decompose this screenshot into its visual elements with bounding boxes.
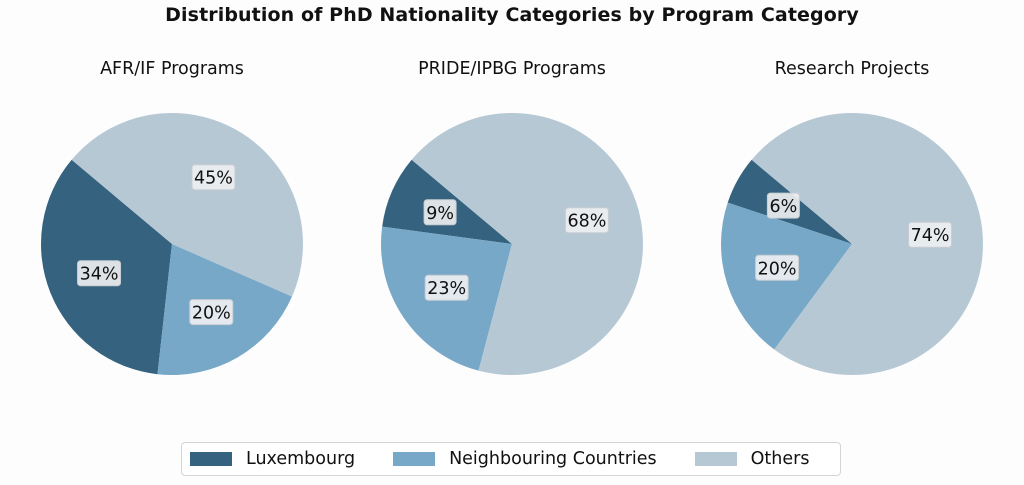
pct-label-pride-ipbg-programs-others: 68% bbox=[567, 212, 606, 232]
pie-slice-pride-ipbg-programs-others bbox=[411, 113, 643, 376]
legend-label-others: Others bbox=[750, 449, 810, 469]
pie-title-afr-if-programs: AFR/IF Programs bbox=[100, 59, 244, 79]
pct-label-box-afr-if-programs-luxembourg bbox=[77, 260, 122, 287]
pie-title-pride-ipbg-programs: PRIDE/IPBG Programs bbox=[418, 59, 606, 79]
pct-label-afr-if-programs-luxembourg: 34% bbox=[80, 265, 119, 285]
pct-label-research-projects-luxembourg: 6% bbox=[770, 197, 798, 217]
pie-slice-afr-if-programs-others bbox=[71, 113, 303, 297]
pct-label-pride-ipbg-programs-neighbouring-countries: 23% bbox=[427, 279, 466, 299]
legend-label-neighbouring-countries: Neighbouring Countries bbox=[449, 449, 657, 469]
pct-label-pride-ipbg-programs-luxembourg: 9% bbox=[426, 204, 454, 224]
chart-title: Distribution of PhD Nationality Categori… bbox=[165, 4, 859, 26]
legend-item-luxembourg: Luxembourg bbox=[190, 449, 355, 469]
pie-slice-research-projects-others bbox=[751, 113, 983, 376]
legend: Luxembourg Neighbouring Countries Others bbox=[181, 442, 841, 476]
pct-label-box-afr-if-programs-others bbox=[191, 164, 236, 191]
pct-label-box-afr-if-programs-neighbouring-countries bbox=[189, 299, 234, 326]
pct-label-box-research-projects-luxembourg bbox=[766, 192, 800, 219]
pie-title-research-projects: Research Projects bbox=[775, 59, 930, 79]
legend-item-others: Others bbox=[694, 449, 810, 469]
legend-swatch-luxembourg bbox=[190, 452, 232, 466]
pct-label-box-research-projects-neighbouring-countries bbox=[755, 254, 800, 281]
pie-charts-area: AFR/IF Programs 34% 20% 45% PRIDE/IPBG Progr… bbox=[41, 59, 983, 376]
pct-label-box-pride-ipbg-programs-luxembourg bbox=[423, 199, 457, 226]
legend-swatch-neighbouring-countries bbox=[393, 452, 436, 466]
pct-label-research-projects-others: 74% bbox=[911, 226, 950, 246]
legend-swatch-others bbox=[694, 452, 737, 466]
legend-label-luxembourg: Luxembourg bbox=[246, 449, 356, 469]
pct-label-box-research-projects-others bbox=[908, 221, 953, 248]
legend-item-neighbouring-countries: Neighbouring Countries bbox=[393, 449, 657, 469]
pct-label-afr-if-programs-others: 45% bbox=[194, 169, 233, 189]
pct-label-afr-if-programs-neighbouring-countries: 20% bbox=[192, 304, 231, 324]
pct-label-box-pride-ipbg-programs-others bbox=[564, 207, 609, 234]
pct-label-research-projects-neighbouring-countries: 20% bbox=[758, 259, 797, 279]
pct-label-box-pride-ipbg-programs-neighbouring-countries bbox=[424, 274, 469, 301]
